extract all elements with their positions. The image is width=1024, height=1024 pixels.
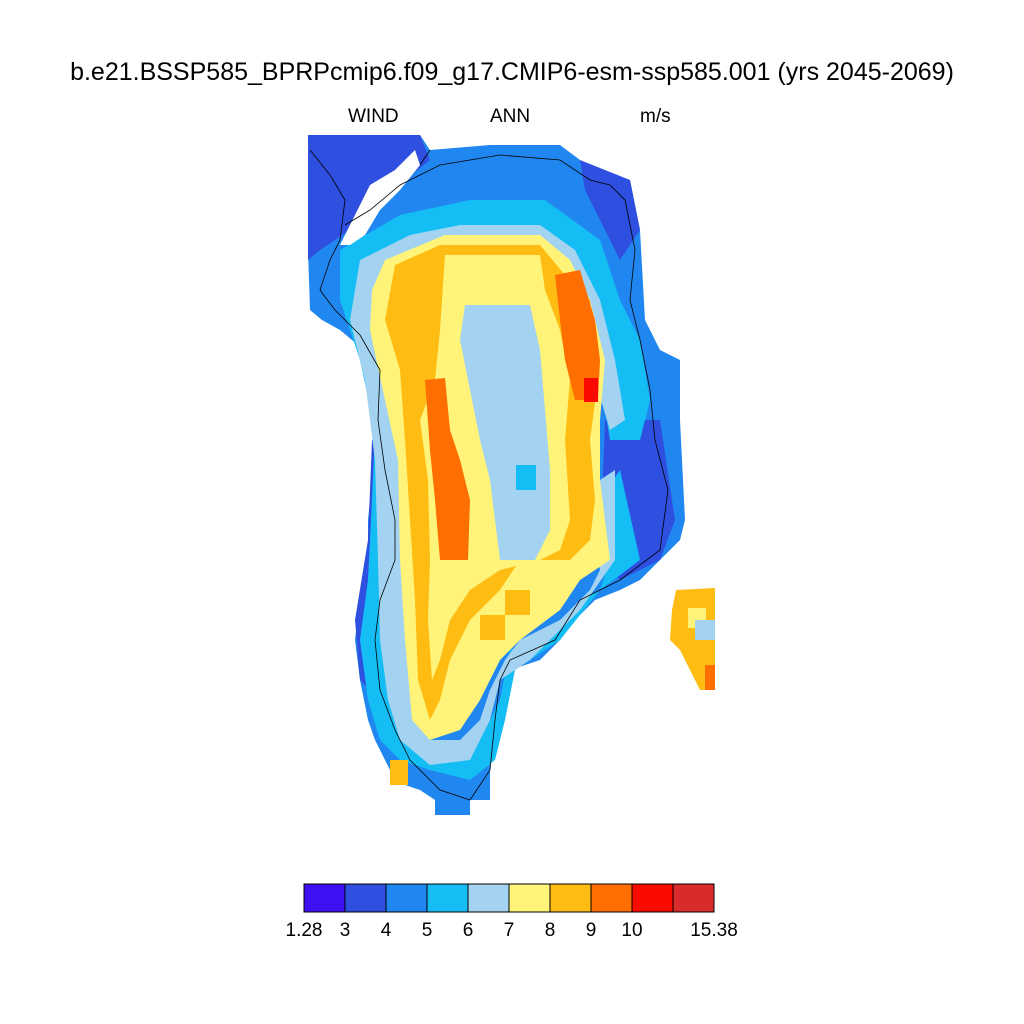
colorbar-swatch-10 [672,883,715,913]
colorbar-swatch-9 [631,883,674,913]
colorbar-swatch-8 [590,883,633,913]
colorbar-label-5: 6 [462,920,474,941]
colorbar-label-3: 4 [380,920,392,941]
core-5ms-pocket [516,465,536,490]
colorbar-label-7: 8 [544,920,556,941]
colorbar-label-6: 7 [503,920,515,941]
cell-10ms [584,378,598,402]
center-label: ANN [490,106,531,127]
cell-8ms-south [390,760,408,785]
cell-8ms-mid [505,590,530,615]
colorbar-label-1: 1.28 [285,920,323,941]
colorbar-label-8: 9 [585,920,597,941]
colorbar-swatch-7 [549,883,592,913]
units-label: m/s [640,106,671,127]
streak-9ms-east [555,270,600,400]
plot-title: b.e21.BSSP585_BPRPcmip6.f09_g17.CMIP6-es… [70,58,954,86]
colorbar-label-2: 3 [339,920,351,941]
streak-9ms-west [425,378,470,560]
cell-8ms-mid2 [480,615,505,640]
band-3ms-ne [580,160,640,260]
nw-gap [340,150,420,245]
colorbar-swatch-3 [385,883,428,913]
colorbar-label-4: 5 [421,920,433,941]
colorbar-swatch-5 [467,883,510,913]
colorbar-swatch-6 [508,883,551,913]
island-6ms [695,620,715,640]
coastline [309,149,669,801]
colorbar-swatch-1 [303,883,346,913]
core-6ms [460,305,550,560]
colorbar-label-10: 15.38 [690,920,738,941]
island-9ms [705,665,715,690]
colorbar-label-9: 10 [621,920,643,941]
colorbar-swatch-4 [426,883,469,913]
band-6ms [350,225,625,765]
left-label: WIND [348,106,399,127]
colorbar-swatch-2 [344,883,387,913]
